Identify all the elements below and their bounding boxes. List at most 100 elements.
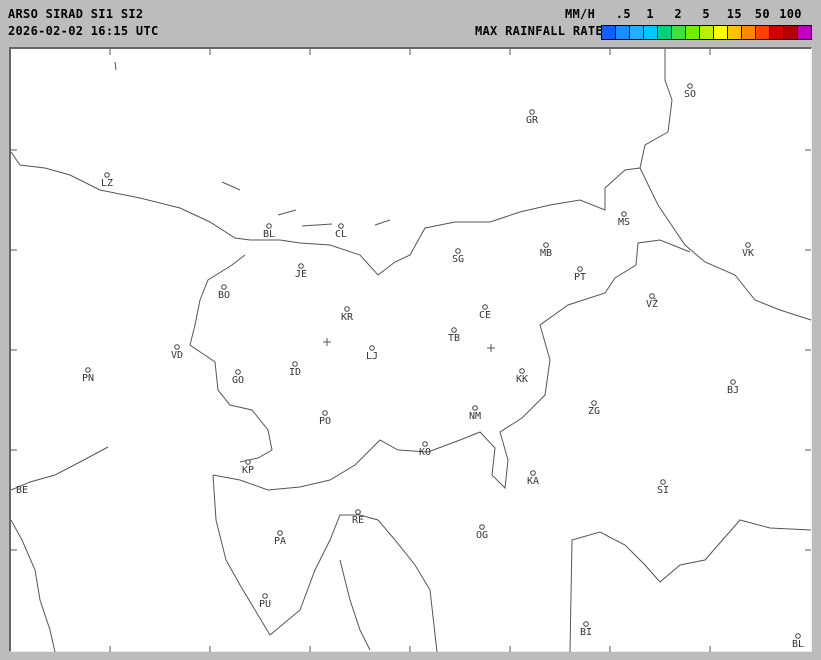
- city-label: BE: [15, 485, 29, 496]
- legend-swatch: [784, 26, 798, 39]
- city-marker-icon: [277, 530, 283, 536]
- legend-swatch: [756, 26, 770, 39]
- city-label: KK: [515, 374, 529, 385]
- legend-swatch: [798, 26, 811, 39]
- city-marker-icon: [355, 509, 361, 515]
- city-marker-icon: [266, 223, 272, 229]
- city-marker-icon: [292, 361, 298, 367]
- city-label: PT: [573, 272, 587, 283]
- city-marker-icon: [621, 211, 627, 217]
- city-marker-icon: [583, 621, 589, 627]
- coast-italy: [11, 446, 109, 491]
- city-label: BO: [217, 290, 231, 301]
- border-north: [11, 49, 673, 276]
- legend-swatch: [714, 26, 728, 39]
- legend-swatch: [700, 26, 714, 39]
- legend-swatch: [728, 26, 742, 39]
- city-marker-icon: [85, 367, 91, 373]
- coast-west: [11, 519, 56, 652]
- island: [114, 61, 117, 71]
- city-marker-icon: [262, 593, 268, 599]
- legend-swatch: [616, 26, 630, 39]
- legend-swatch: [644, 26, 658, 39]
- legend-tick-label: 2: [674, 7, 682, 21]
- legend-tick-label: 50: [754, 7, 770, 21]
- legend-swatch: [672, 26, 686, 39]
- border-west: [189, 254, 273, 463]
- city-marker-icon: [422, 441, 428, 447]
- city-label: BL: [791, 639, 805, 650]
- city-label: VD: [170, 350, 184, 361]
- city-marker-icon: [221, 284, 227, 290]
- legend-unit: MM/H: [565, 7, 596, 21]
- city-label: ZG: [587, 406, 601, 417]
- city-label: BL: [262, 229, 276, 240]
- city-marker-icon: [479, 524, 485, 530]
- city-label: MS: [617, 217, 631, 228]
- city-marker-icon: [660, 479, 666, 485]
- city-marker-icon: [745, 242, 751, 248]
- legend-swatch: [630, 26, 644, 39]
- city-marker-icon: [245, 459, 251, 465]
- city-label: ID: [288, 367, 302, 378]
- city-label: TB: [447, 333, 461, 344]
- city-marker-icon: [322, 410, 328, 416]
- city-label: MB: [539, 248, 553, 259]
- city-marker-icon: [530, 470, 536, 476]
- city-label: LJ: [365, 351, 379, 362]
- timestamp: 2026-02-02 16:15 UTC: [8, 24, 159, 38]
- city-label: KA: [526, 476, 540, 487]
- lake: [374, 219, 391, 226]
- map-canvas[interactable]: [11, 49, 812, 652]
- legend-tick-label: 15: [726, 7, 742, 21]
- city-label: LZ: [100, 178, 114, 189]
- city-label: KR: [340, 312, 354, 323]
- city-label: PA: [273, 536, 287, 547]
- city-marker-icon: [174, 344, 180, 350]
- lake: [221, 181, 241, 191]
- city-label: BJ: [726, 385, 740, 396]
- city-marker-icon: [451, 327, 457, 333]
- city-marker-icon: [369, 345, 375, 351]
- city-label: SI: [656, 485, 670, 496]
- city-label: OG: [475, 530, 489, 541]
- city-marker-icon: [235, 369, 241, 375]
- city-marker-icon: [795, 633, 801, 639]
- coastline-istria: [212, 474, 438, 652]
- border-east: [639, 167, 812, 321]
- city-label: KO: [418, 447, 432, 458]
- legend-tick-label: 1: [646, 7, 654, 21]
- city-marker-icon: [529, 109, 535, 115]
- legend-tick-label: 100: [779, 7, 802, 21]
- city-marker-icon: [482, 304, 488, 310]
- city-label: SO: [683, 89, 697, 100]
- city-label: PN: [81, 373, 95, 384]
- city-marker-icon: [338, 223, 344, 229]
- city-label: GR: [525, 115, 539, 126]
- city-marker-icon: [577, 266, 583, 272]
- city-marker-icon: [730, 379, 736, 385]
- legend-tick-label: .5: [615, 7, 631, 21]
- city-marker-icon: [104, 172, 110, 178]
- legend-swatch: [770, 26, 784, 39]
- city-marker-icon: [591, 400, 597, 406]
- city-label: GO: [231, 375, 245, 386]
- city-label: KP: [241, 465, 255, 476]
- city-label: RE: [351, 515, 365, 526]
- city-marker-icon: [455, 248, 461, 254]
- legend-tick-label: 5: [702, 7, 710, 21]
- map-frame[interactable]: SO GR LZ MS BL CL MB VK SG JE PT BO KR CE VŽ TB LJ VD ID PN…: [9, 47, 812, 652]
- city-marker-icon: [344, 306, 350, 312]
- city-label: CL: [334, 229, 348, 240]
- border-south-east: [212, 239, 691, 491]
- product-title: ARSO SIRAD SI1 SI2: [8, 7, 144, 21]
- lake: [301, 223, 333, 227]
- city-label: BI: [579, 627, 593, 638]
- legend-color-scale: [601, 25, 812, 40]
- city-label: PO: [318, 416, 332, 427]
- city-marker-icon: [472, 405, 478, 411]
- city-marker-icon: [687, 83, 693, 89]
- city-label: NM: [468, 411, 482, 422]
- border-bosnia: [569, 519, 812, 652]
- city-label: SG: [451, 254, 465, 265]
